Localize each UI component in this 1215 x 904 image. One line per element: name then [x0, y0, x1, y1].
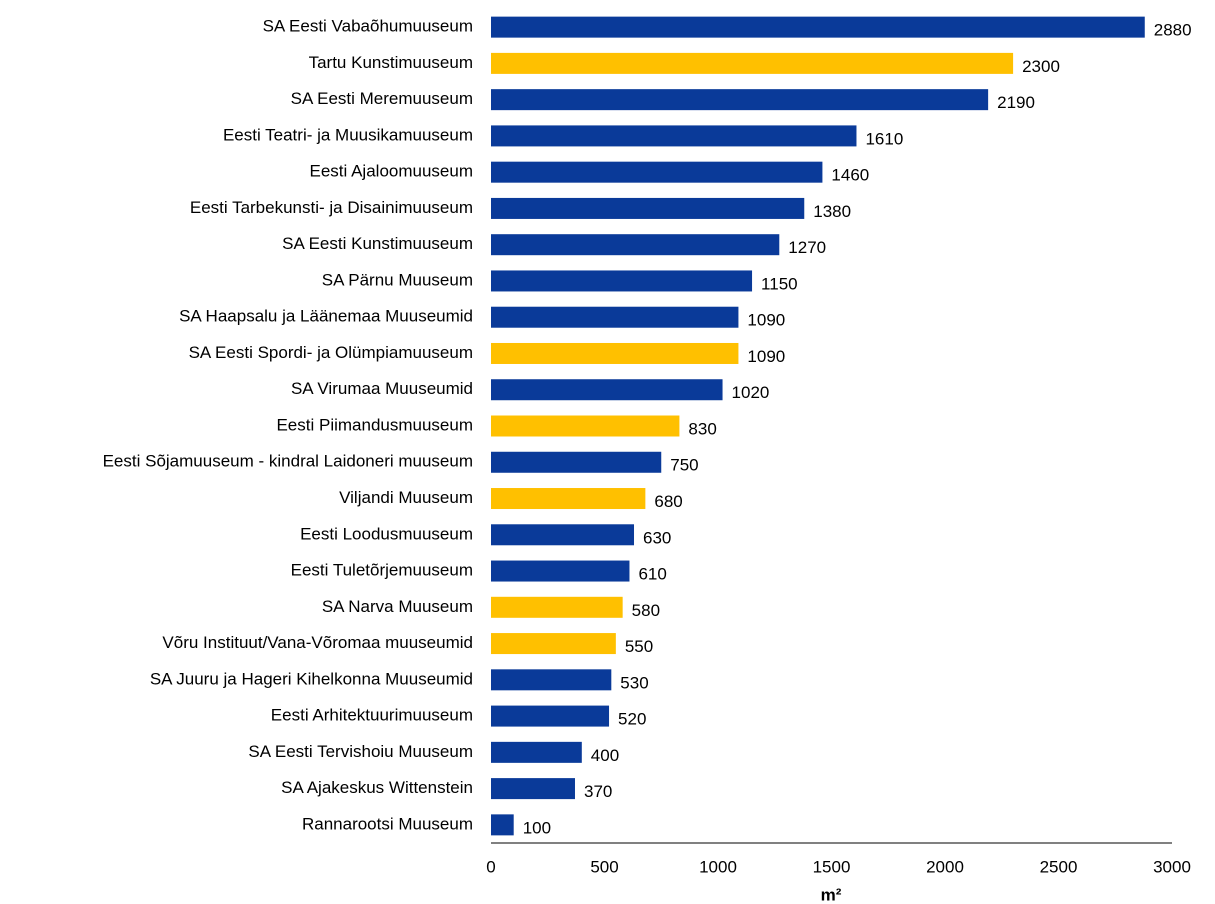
x-tick-label: 1500: [813, 857, 851, 876]
y-tick-label: SA Eesti Tervishoiu Muuseum: [248, 742, 473, 761]
bar: [491, 306, 739, 328]
bar: [491, 89, 989, 111]
y-tick-label: SA Haapsalu ja Läänemaa Muuseumid: [179, 307, 473, 326]
bar: [491, 234, 780, 256]
x-tick-label: 500: [590, 857, 618, 876]
bar: [491, 596, 623, 618]
x-tick-label: 1000: [699, 857, 737, 876]
x-axis-label: m²: [821, 885, 842, 904]
bar: [491, 524, 635, 546]
y-tick-label: SA Virumaa Muuseumid: [291, 379, 473, 398]
value-label: 1090: [747, 347, 785, 366]
bar: [491, 415, 680, 437]
y-tick-label: SA Eesti Vabaõhumuuseum: [263, 17, 473, 36]
value-label: 530: [620, 673, 648, 692]
x-tick-label: 2500: [1040, 857, 1078, 876]
value-label: 2190: [997, 93, 1035, 112]
bar: [491, 741, 582, 763]
value-label: 750: [670, 456, 698, 475]
y-tick-label: Võru Instituut/Vana-Võromaa muuseumid: [162, 633, 473, 652]
bar: [491, 197, 805, 219]
bar: [491, 16, 1145, 38]
bar: [491, 705, 610, 727]
value-label: 1460: [831, 166, 869, 185]
bar: [491, 451, 662, 473]
y-tick-label: SA Eesti Kunstimuuseum: [282, 234, 473, 253]
bar: [491, 125, 857, 147]
y-tick-label: Eesti Ajaloomuuseum: [310, 162, 473, 181]
value-label: 520: [618, 710, 646, 729]
bar: [491, 814, 514, 836]
bar: [491, 52, 1014, 74]
y-tick-label: Eesti Loodusmuuseum: [300, 524, 473, 543]
value-label: 630: [643, 528, 671, 547]
value-label: 1020: [732, 383, 770, 402]
value-label: 100: [523, 818, 551, 837]
y-tick-label: Eesti Sõjamuuseum - kindral Laidoneri mu…: [103, 452, 473, 471]
value-label: 1090: [747, 311, 785, 330]
y-tick-label: Viljandi Muuseum: [339, 488, 473, 507]
bar: [491, 669, 612, 691]
bar: [491, 342, 739, 364]
y-tick-label: Eesti Tarbekunsti- ja Disainimuuseum: [190, 198, 473, 217]
y-tick-label: Eesti Tuletõrjemuuseum: [291, 561, 473, 580]
value-label: 610: [638, 565, 666, 584]
value-label: 370: [584, 782, 612, 801]
y-tick-label: Eesti Teatri- ja Muusikamuuseum: [223, 125, 473, 144]
value-label: 2880: [1154, 21, 1192, 40]
bar: [491, 488, 646, 510]
value-label: 1150: [761, 274, 798, 293]
value-label: 1380: [813, 202, 851, 221]
y-tick-label: Tartu Kunstimuuseum: [309, 53, 473, 72]
x-tick-label: 2000: [926, 857, 964, 876]
value-label: 550: [625, 637, 653, 656]
bar: [491, 633, 616, 655]
y-tick-label: SA Juuru ja Hageri Kihelkonna Muuseumid: [150, 669, 473, 688]
value-label: 400: [591, 746, 619, 765]
y-tick-label: SA Eesti Meremuuseum: [291, 89, 473, 108]
bar: [491, 778, 575, 800]
x-tick-label: 3000: [1153, 857, 1191, 876]
value-label: 1270: [788, 238, 826, 257]
y-tick-label: SA Narva Muuseum: [322, 597, 473, 616]
value-label: 830: [688, 419, 716, 438]
value-label: 1610: [865, 129, 903, 148]
y-tick-label: Eesti Arhitektuurimuuseum: [271, 706, 473, 725]
bar: [491, 270, 753, 292]
y-tick-label: SA Ajakeskus Wittenstein: [281, 778, 473, 797]
y-tick-label: SA Pärnu Muuseum: [322, 270, 473, 289]
bar: [491, 560, 630, 582]
bar: [491, 161, 823, 183]
y-tick-label: Eesti Piimandusmuuseum: [276, 415, 473, 434]
value-label: 680: [654, 492, 682, 511]
value-label: 580: [632, 601, 660, 620]
bar: [491, 379, 723, 401]
y-tick-label: Rannarootsi Muuseum: [302, 814, 473, 833]
value-label: 2300: [1022, 57, 1060, 76]
y-tick-label: SA Eesti Spordi- ja Olümpiamuuseum: [189, 343, 473, 362]
x-tick-label: 0: [486, 857, 495, 876]
